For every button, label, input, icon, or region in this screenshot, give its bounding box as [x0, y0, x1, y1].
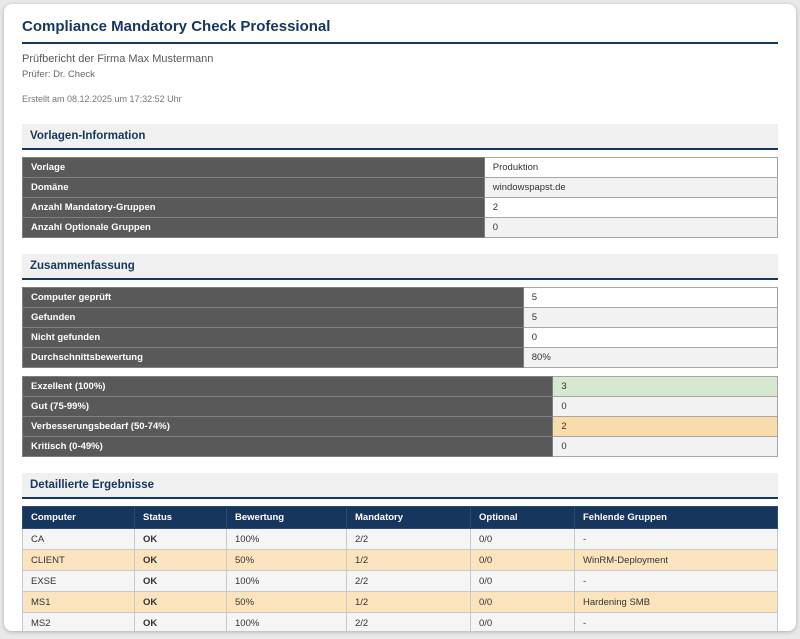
template-info-label: Domäne: [22, 177, 485, 198]
results-cell-missing: -: [574, 528, 778, 550]
template-info-value: 0: [483, 217, 779, 238]
results-cell-rating: 100%: [226, 570, 347, 592]
results-column-header: Status: [134, 506, 227, 529]
results-cell-rating: 50%: [226, 549, 347, 571]
template-info-label: Anzahl Optionale Gruppen: [22, 217, 485, 238]
summary-rating-label: Gut (75-99%): [21, 396, 554, 417]
results-cell-optional: 0/0: [470, 612, 575, 631]
results-cell-status: OK: [134, 549, 227, 571]
summary-stat-label: Gefunden: [22, 307, 524, 328]
results-column-header: Optional: [470, 506, 575, 529]
results-cell-computer: MS1: [22, 591, 135, 613]
results-row: MS1 OK 50% 1/2 0/0 Hardening SMB: [22, 591, 778, 613]
template-info-row: Anzahl Optionale Gruppen 0: [22, 217, 779, 238]
created-timestamp: Erstellt am 08.12.2025 um 17:32:52 Uhr: [22, 94, 182, 104]
results-cell-missing: WinRM-Deployment: [574, 549, 778, 571]
results-cell-mandatory: 2/2: [346, 528, 471, 550]
examiner-line: Prüfer: Dr. Check: [22, 69, 95, 80]
results-cell-computer: CA: [22, 528, 135, 550]
summary-stat-value: 5: [522, 307, 779, 328]
section-header-summary: Zusammenfassung: [22, 254, 778, 280]
template-info-row: Domäne windowspapst.de: [22, 177, 779, 198]
results-cell-status: OK: [134, 570, 227, 592]
summary-stat-row: Computer geprüft 5: [22, 287, 779, 308]
report-page: Compliance Mandatory Check Professional …: [4, 4, 796, 631]
summary-rating-row: Exzellent (100%) 3: [21, 376, 778, 397]
section-header-template-info: Vorlagen-Information: [22, 124, 778, 150]
section-header-results: Detaillierte Ergebnisse: [22, 473, 778, 499]
results-cell-rating: 100%: [226, 528, 347, 550]
summary-rating-row: Kritisch (0-49%) 0: [21, 436, 778, 457]
results-column-header: Fehlende Gruppen: [574, 506, 778, 529]
template-info-value: windowspapst.de: [483, 177, 779, 198]
summary-stat-label: Durchschnittsbewertung: [22, 347, 524, 368]
template-info-label: Vorlage: [22, 157, 485, 178]
template-info-table: Vorlage Produktion Domäne windowspapst.de An…: [22, 157, 779, 238]
results-cell-status: OK: [134, 528, 227, 550]
results-cell-rating: 100%: [226, 612, 347, 631]
summary-stat-row: Durchschnittsbewertung 80%: [22, 347, 779, 368]
results-header-row: Computer Status Bewertung Mandatory Optional…: [22, 506, 778, 529]
results-row: CLIENT OK 50% 1/2 0/0 WinRM-Deployment: [22, 549, 778, 571]
summary-stat-value: 0: [522, 327, 779, 348]
results-cell-computer: CLIENT: [22, 549, 135, 571]
detailed-results-table: Computer Status Bewertung Mandatory Optional…: [22, 506, 778, 631]
results-cell-computer: EXSE: [22, 570, 135, 592]
results-row: MS2 OK 100% 2/2 0/0-: [22, 612, 778, 631]
results-cell-optional: 0/0: [470, 591, 575, 613]
summary-rating-row: Verbesserungsbedarf (50-74%) 2: [21, 416, 778, 437]
results-cell-optional: 0/0: [470, 570, 575, 592]
results-column-header: Computer: [22, 506, 135, 529]
results-cell-mandatory: 2/2: [346, 612, 471, 631]
template-info-label: Anzahl Mandatory-Gruppen: [22, 197, 485, 218]
results-cell-rating: 50%: [226, 591, 347, 613]
summary-stat-label: Nicht gefunden: [22, 327, 524, 348]
report-subtitle: Prüfbericht der Firma Max Mustermann: [22, 53, 214, 65]
summary-stat-value: 5: [522, 287, 779, 308]
summary-rating-value: 0: [552, 396, 778, 417]
summary-stats-table: Computer geprüft 5 Gefunden 5 Nicht gefunden…: [22, 287, 779, 368]
results-cell-mandatory: 1/2: [346, 591, 471, 613]
summary-rating-label: Kritisch (0-49%): [21, 436, 554, 457]
summary-rating-value: 2: [552, 416, 778, 437]
summary-rating-label: Exzellent (100%): [21, 376, 554, 397]
summary-rating-row: Gut (75-99%) 0: [21, 396, 778, 417]
summary-rating-value: 0: [552, 436, 778, 457]
results-cell-status: OK: [134, 612, 227, 631]
template-info-row: Anzahl Mandatory-Gruppen 2: [22, 197, 779, 218]
results-cell-missing: -: [574, 612, 778, 631]
results-cell-mandatory: 2/2: [346, 570, 471, 592]
template-info-value: 2: [483, 197, 779, 218]
results-row: CA OK 100% 2/2 0/0-: [22, 528, 778, 550]
results-cell-status: OK: [134, 591, 227, 613]
template-info-row: Vorlage Produktion: [22, 157, 779, 178]
summary-stat-label: Computer geprüft: [22, 287, 524, 308]
summary-stat-row: Gefunden 5: [22, 307, 779, 328]
results-column-header: Mandatory: [346, 506, 471, 529]
summary-stat-row: Nicht gefunden 0: [22, 327, 779, 348]
results-cell-missing: Hardening SMB: [574, 591, 778, 613]
results-cell-optional: 0/0: [470, 528, 575, 550]
results-cell-computer: MS2: [22, 612, 135, 631]
summary-stat-value: 80%: [522, 347, 779, 368]
results-column-header: Bewertung: [226, 506, 347, 529]
page-title: Compliance Mandatory Check Professional: [22, 18, 778, 44]
summary-rating-label: Verbesserungsbedarf (50-74%): [21, 416, 554, 437]
summary-ratings-table: Exzellent (100%) 3 Gut (75-99%) 0 Verbesseru…: [21, 376, 778, 457]
summary-rating-value: 3: [552, 376, 778, 397]
results-cell-mandatory: 1/2: [346, 549, 471, 571]
results-cell-optional: 0/0: [470, 549, 575, 571]
results-row: EXSE OK 100% 2/2 0/0-: [22, 570, 778, 592]
template-info-value: Produktion: [483, 157, 779, 178]
results-cell-missing: -: [574, 570, 778, 592]
